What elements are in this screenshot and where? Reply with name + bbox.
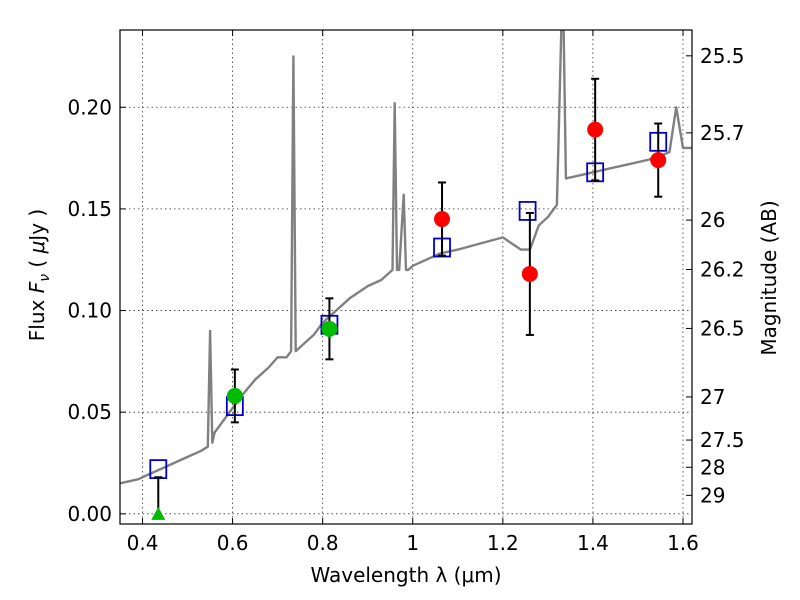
y-tick-label: 0.20: [67, 95, 112, 119]
measurement-point: [226, 387, 243, 404]
y2-tick-label: 26.5: [700, 316, 745, 340]
x-tick-label: 0.6: [217, 531, 249, 555]
grid: [120, 30, 692, 524]
x-axis-title: Wavelength λ (μm): [310, 563, 501, 587]
y2-tick-label: 29: [700, 483, 725, 507]
spectrum-line: [120, 30, 692, 485]
model-square-marker: [518, 201, 537, 221]
y2-tick-label: 28: [700, 455, 725, 479]
measurement-point: [521, 265, 538, 282]
x-tick-label: 1.6: [667, 531, 699, 555]
x-tick-label: 0.8: [307, 531, 339, 555]
y-tick-label: 0.00: [67, 502, 112, 526]
measurement-point: [587, 121, 604, 138]
plot-frame: [119, 29, 693, 525]
x-tick-label: 1.2: [487, 531, 519, 555]
y2-tick-label: 27.5: [700, 428, 745, 452]
measurement-point: [434, 211, 451, 228]
y-tick-label: 0.15: [67, 197, 112, 221]
measurement-point: [650, 152, 667, 169]
plot-data: [120, 30, 692, 520]
y2-tick-label: 26.2: [700, 257, 745, 281]
upper-limit-triangle: [151, 506, 166, 520]
x-tick-label: 1.4: [577, 531, 609, 555]
x-tick-label: 1: [406, 531, 419, 555]
y2-tick-label: 26: [700, 208, 725, 232]
y2-axis-title: Magnitude (AB): [757, 200, 781, 355]
x-tick-label: 0.4: [127, 531, 159, 555]
y-tick-label: 0.05: [67, 400, 112, 424]
axis-ticks: 0.4 0.6 0.8 1 1.2 1.4 1.6 0.00 0.05 0.10 0.15 0.20 2…: [67, 30, 745, 555]
measurement-point: [321, 320, 338, 337]
y2-tick-label: 25.7: [700, 121, 745, 145]
y-tick-label: 0.10: [67, 299, 112, 323]
y-axis-title: Flux Fν ( μJy ): [25, 209, 53, 341]
y2-tick-label: 27: [700, 385, 725, 409]
y2-tick-label: 25.5: [700, 44, 745, 68]
